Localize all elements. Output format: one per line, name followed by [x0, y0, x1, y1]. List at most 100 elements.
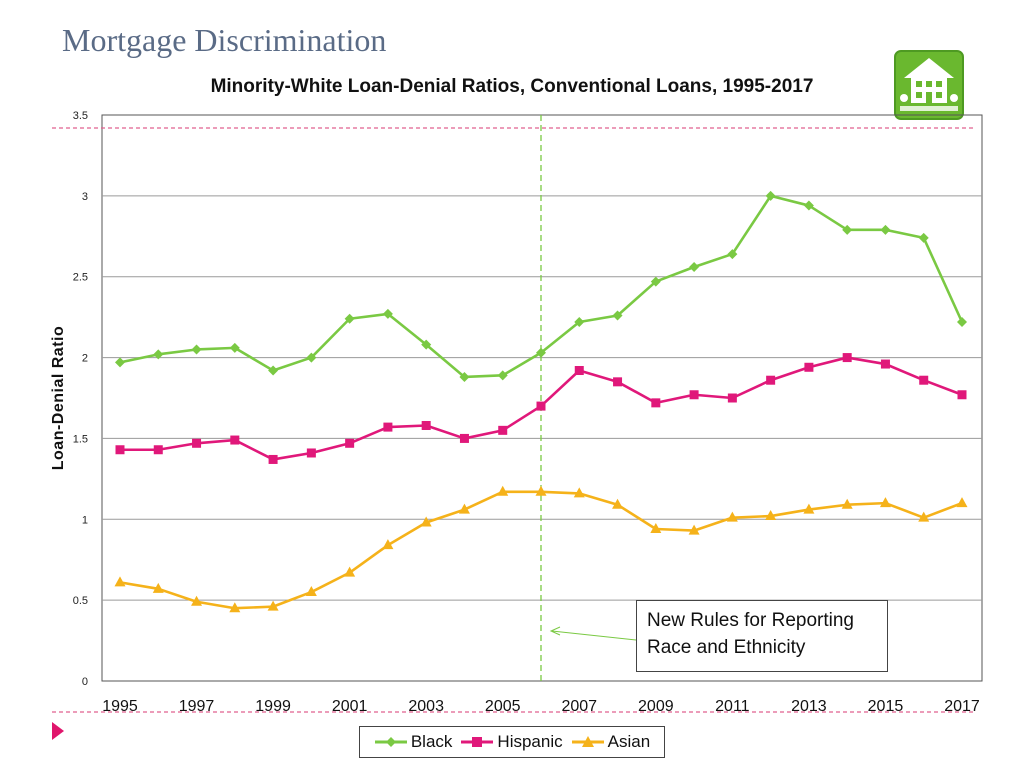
x-tick-0: 1995	[102, 698, 138, 715]
point-hispanic-2008	[613, 377, 623, 387]
point-black-1996	[153, 349, 164, 360]
house-icon	[894, 50, 964, 120]
point-hispanic-2004	[459, 433, 469, 443]
point-black-2004	[459, 371, 470, 382]
plot-area-border	[101, 114, 983, 682]
point-hispanic-2006	[536, 401, 546, 411]
point-hispanic-2011	[727, 393, 737, 403]
point-asian-2010	[688, 524, 700, 535]
x-tick-9: 2013	[791, 698, 827, 715]
legend-hispanic-marker	[461, 737, 494, 747]
annotation-line-1: New Rules for Reporting	[647, 610, 854, 631]
point-hispanic-1998	[230, 435, 240, 445]
legend-item-hispanic: Hispanic	[460, 732, 563, 752]
point-asian-1997	[191, 595, 203, 606]
point-hispanic-2009	[651, 398, 661, 408]
series-layer	[114, 190, 968, 613]
point-hispanic-2016	[919, 375, 929, 385]
y-tick-labels: 0 0.5 1 1.5 2 2.5 3 3.5	[73, 110, 88, 688]
series-asian	[114, 485, 968, 613]
y-tick-7: 3.5	[73, 110, 88, 122]
y-tick-3: 1.5	[73, 433, 88, 445]
point-hispanic-2010	[689, 390, 699, 400]
point-black-2002	[382, 308, 393, 319]
point-asian-2012	[765, 510, 777, 521]
point-hispanic-2014	[842, 353, 852, 363]
y-tick-5: 2.5	[73, 272, 88, 284]
chart-legend: Black Hispanic Asian	[359, 726, 665, 758]
x-tick-10: 2015	[868, 698, 904, 715]
point-black-2014	[842, 224, 853, 235]
x-tick-5: 2005	[485, 698, 521, 715]
point-black-2011	[727, 249, 738, 260]
chart-title: Minority-White Loan-Denial Ratios, Conve…	[0, 76, 1024, 98]
point-hispanic-2017	[957, 390, 967, 400]
series-black	[115, 190, 967, 382]
chart-title-text: Minority-White Loan-Denial Ratios, Conve…	[210, 76, 814, 97]
point-hispanic-1996	[153, 445, 163, 455]
y-tick-1: 0.5	[73, 595, 88, 607]
point-hispanic-2012	[766, 375, 776, 385]
y-axis-label: Loan-Denial Ratio	[50, 326, 67, 471]
x-tick-7: 2009	[638, 698, 674, 715]
x-tick-3: 2001	[332, 698, 368, 715]
page-title: Mortgage Discrimination	[62, 22, 387, 58]
x-tick-1: 1997	[179, 698, 215, 715]
point-asian-1998	[229, 602, 241, 613]
y-tick-2: 1	[82, 514, 88, 526]
x-tick-6: 2007	[561, 698, 597, 715]
x-tick-11: 2017	[944, 698, 980, 715]
x-tick-4: 2003	[408, 698, 444, 715]
point-asian-2015	[879, 497, 891, 508]
point-asian-2008	[612, 498, 624, 509]
point-hispanic-2002	[383, 422, 393, 432]
point-black-2008	[612, 310, 623, 321]
point-black-2015	[880, 224, 891, 235]
point-asian-1995	[114, 576, 126, 587]
point-black-2017	[957, 316, 967, 327]
point-black-2016	[918, 232, 929, 243]
point-asian-2017	[956, 497, 968, 508]
point-asian-1999	[267, 600, 279, 611]
point-asian-2004	[458, 503, 470, 514]
point-asian-2000	[305, 586, 317, 597]
point-black-1999	[268, 365, 279, 376]
chart-grid	[101, 114, 983, 682]
point-asian-2001	[344, 566, 356, 577]
annotation-arrow-line	[551, 630, 637, 641]
point-black-1998	[229, 342, 240, 353]
play-triangle-icon[interactable]	[52, 722, 64, 740]
point-asian-2002	[382, 539, 394, 550]
x-tick-2: 1999	[255, 698, 291, 715]
annotation-line-2: Race and Ethnicity	[647, 637, 806, 658]
point-black-2009	[650, 276, 661, 287]
point-black-1997	[191, 344, 202, 355]
point-black-2006	[536, 347, 546, 358]
legend-item-asian: Asian	[571, 732, 651, 752]
point-hispanic-2007	[574, 366, 584, 376]
y-tick-6: 3	[82, 191, 88, 203]
y-tick-4: 2	[82, 353, 88, 365]
point-black-2007	[574, 316, 585, 327]
x-tick-labels: 1995 1997 1999 2001 2003 2005 2007 2009 2011 2013…	[102, 698, 980, 715]
point-hispanic-2015	[880, 359, 890, 369]
point-asian-2009	[650, 522, 662, 533]
point-asian-2005	[497, 485, 509, 496]
legend-asian-label: Asian	[607, 732, 651, 751]
point-black-2010	[689, 262, 700, 273]
point-black-2003	[421, 339, 432, 350]
reference-lines	[52, 115, 975, 713]
point-hispanic-2001	[345, 438, 355, 448]
point-black-2005	[497, 370, 508, 381]
point-black-1995	[115, 357, 125, 368]
point-hispanic-2013	[804, 362, 814, 372]
point-asian-2007	[573, 487, 585, 498]
point-asian-2003	[420, 516, 432, 527]
point-black-2000	[306, 352, 317, 363]
point-asian-2016	[918, 511, 930, 522]
point-hispanic-1999	[268, 454, 278, 464]
point-asian-1996	[152, 582, 164, 593]
y-tick-0: 0	[82, 676, 88, 688]
point-hispanic-2000	[306, 448, 316, 458]
